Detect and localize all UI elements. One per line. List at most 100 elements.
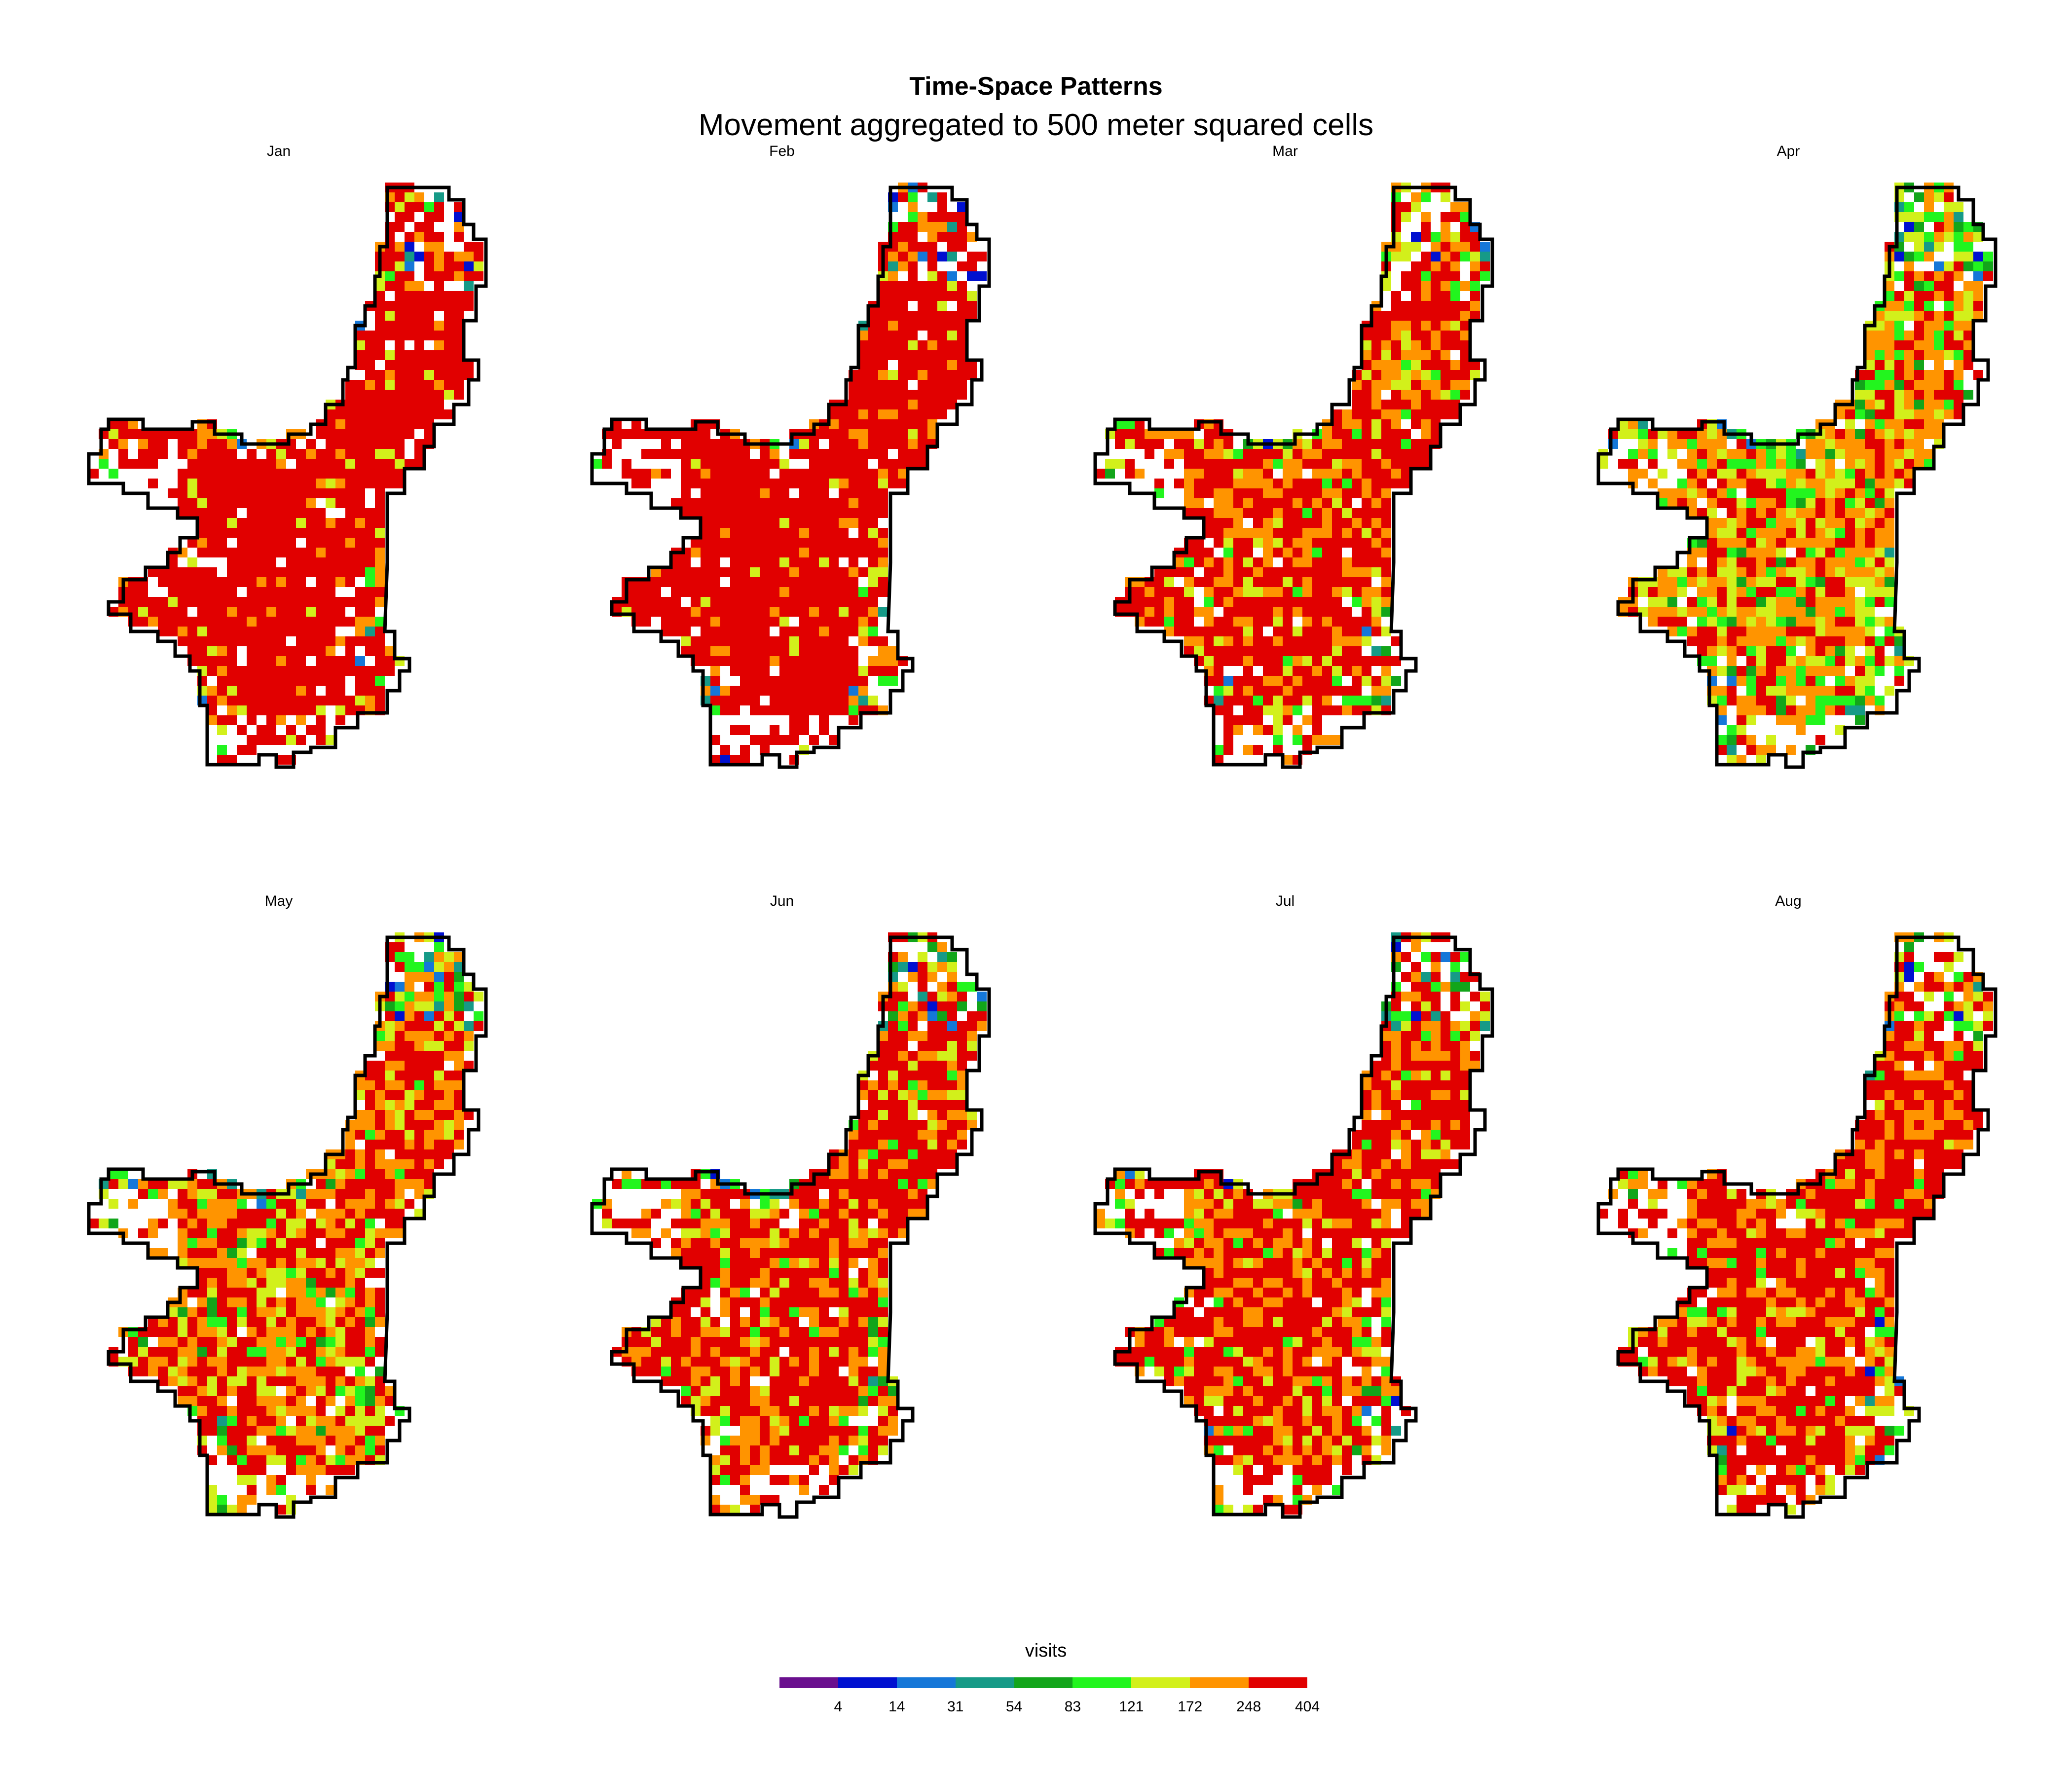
grid-cell <box>365 528 375 538</box>
grid-cell <box>296 627 306 636</box>
grid-cell <box>681 449 691 459</box>
grid-cell <box>237 607 247 617</box>
grid-cell <box>1746 627 1756 636</box>
grid-cell <box>1737 528 1746 538</box>
grid-cell <box>918 1061 927 1071</box>
grid-cell <box>217 607 227 617</box>
grid-cell <box>1371 548 1381 557</box>
grid-cell <box>345 1416 355 1426</box>
grid-cell <box>819 1238 829 1248</box>
grid-cell <box>760 508 770 518</box>
grid-cell <box>326 1426 335 1436</box>
grid-cell <box>730 439 740 449</box>
grid-cell <box>730 1238 740 1248</box>
grid-cell <box>1835 597 1845 607</box>
grid-cell <box>375 1406 385 1416</box>
grid-cell <box>217 1248 227 1258</box>
grid-cell <box>720 587 730 597</box>
grid-cell <box>681 587 691 597</box>
grid-cell <box>316 518 326 528</box>
grid-cell <box>1934 380 1944 390</box>
grid-cell <box>947 992 957 1001</box>
grid-cell <box>1214 597 1223 607</box>
grid-cell <box>237 1248 247 1258</box>
grid-cell <box>1904 350 1914 360</box>
grid-cell <box>1470 291 1480 301</box>
grid-cell <box>1401 212 1411 222</box>
grid-cell <box>424 291 434 301</box>
grid-cell <box>306 725 316 735</box>
grid-cell <box>849 429 858 439</box>
grid-cell <box>750 498 760 508</box>
grid-cell <box>247 636 257 646</box>
grid-cell <box>888 409 898 419</box>
grid-cell <box>1934 409 1944 419</box>
grid-cell <box>1214 508 1223 518</box>
grid-cell <box>1806 705 1815 715</box>
grid-cell <box>444 952 454 962</box>
grid-cell <box>296 696 306 705</box>
grid-cell <box>187 1288 197 1297</box>
grid-cell <box>770 548 779 557</box>
grid-cell <box>276 705 286 715</box>
grid-cell <box>187 1376 197 1386</box>
grid-cell <box>247 1406 257 1416</box>
grid-cell <box>1855 400 1865 409</box>
grid-cell <box>878 1031 888 1041</box>
grid-cell <box>868 1090 878 1100</box>
grid-cell <box>286 607 296 617</box>
grid-cell <box>227 1219 237 1228</box>
grid-cell <box>326 1465 335 1475</box>
grid-cell <box>730 498 740 508</box>
grid-cell <box>839 479 849 488</box>
grid-cell <box>355 1258 365 1268</box>
grid-cell <box>1362 449 1371 459</box>
grid-cell <box>927 350 937 360</box>
grid-cell <box>355 1396 365 1406</box>
grid-cell <box>1184 567 1194 577</box>
grid-cell <box>937 1041 947 1051</box>
grid-cell <box>286 1376 296 1386</box>
grid-cell <box>1421 370 1431 380</box>
grid-cell <box>878 321 888 331</box>
grid-cell <box>1885 281 1894 291</box>
grid-cell <box>1776 469 1786 479</box>
grid-cell <box>227 459 237 469</box>
grid-cell <box>779 567 789 577</box>
grid-cell <box>1391 370 1401 380</box>
grid-cell <box>720 705 730 715</box>
grid-cell <box>405 321 414 331</box>
grid-cell <box>701 1248 710 1258</box>
grid-cell <box>1421 390 1431 400</box>
grid-cell <box>286 696 296 705</box>
grid-cell <box>207 1495 217 1505</box>
grid-cell <box>1263 557 1273 567</box>
grid-cell <box>1371 419 1381 429</box>
grid-cell <box>809 627 819 636</box>
grid-cell <box>1875 479 1885 488</box>
grid-cell <box>286 528 296 538</box>
grid-cell <box>1273 528 1283 538</box>
grid-cell <box>779 587 789 597</box>
grid-cell <box>1796 666 1806 676</box>
grid-cell <box>345 1130 355 1140</box>
grid-cell <box>1806 449 1815 459</box>
grid-cell <box>878 1120 888 1130</box>
grid-cell <box>276 1307 286 1317</box>
grid-cell <box>888 1169 898 1179</box>
grid-cell <box>1904 202 1914 212</box>
grid-cell <box>158 607 168 617</box>
grid-cell <box>1401 479 1411 488</box>
region-boundary <box>87 935 488 1519</box>
grid-cell <box>217 518 227 528</box>
grid-cell <box>1786 676 1796 686</box>
grid-cell <box>434 1080 444 1090</box>
grid-cell <box>888 1209 898 1219</box>
grid-cell <box>434 252 444 261</box>
grid-cell <box>355 1445 365 1455</box>
grid-cell <box>1371 409 1381 419</box>
grid-cell <box>355 607 365 617</box>
grid-cell <box>1223 646 1233 656</box>
grid-cell <box>266 725 276 735</box>
grid-cell <box>434 360 444 370</box>
